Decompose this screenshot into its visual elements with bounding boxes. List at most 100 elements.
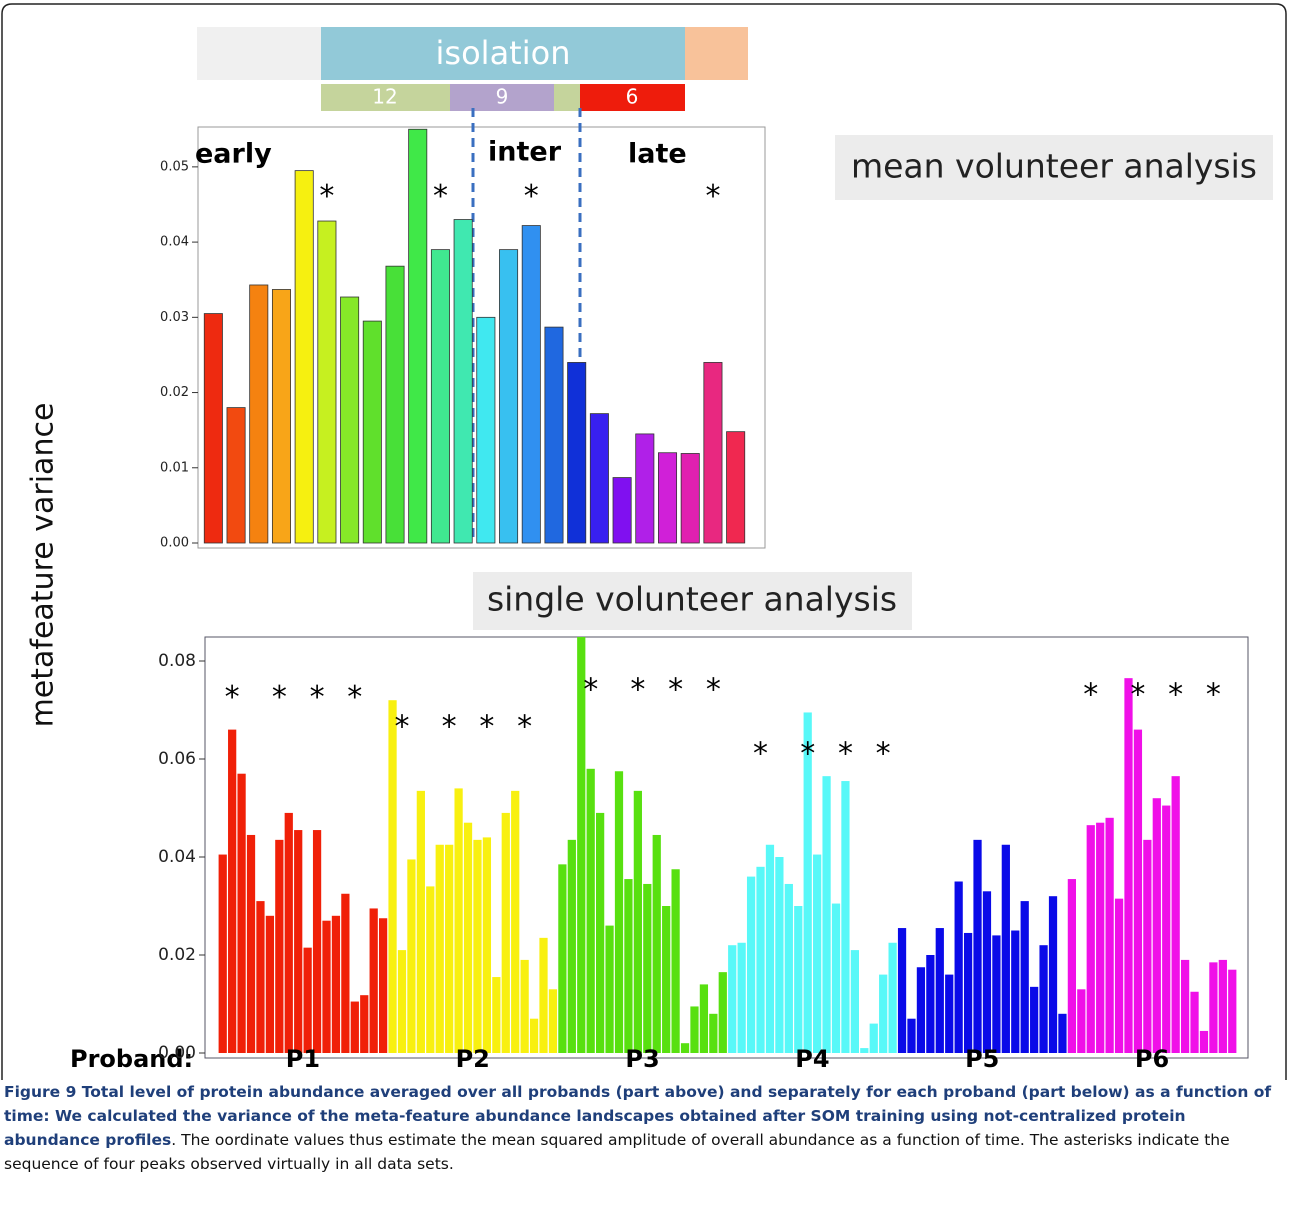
legend-label: P5 (965, 1045, 999, 1073)
bar (784, 883, 793, 1053)
bar (860, 1048, 869, 1053)
bar (388, 700, 397, 1053)
bar (775, 857, 784, 1053)
bar (935, 928, 944, 1053)
phase-annotation: inter (488, 137, 562, 168)
bar (916, 967, 926, 1053)
bar (879, 974, 888, 1053)
caption: Figure 9 Total level of protein abundanc… (4, 1080, 1282, 1176)
bar (963, 932, 973, 1053)
y-axis-label: metafeature variance (26, 403, 61, 728)
bar (907, 1018, 916, 1053)
bar (476, 316, 496, 544)
peak-asterisk: * (800, 736, 815, 771)
peak-asterisk: * (668, 673, 683, 708)
y-tick-label: 0.05 (160, 159, 189, 174)
bar (897, 928, 907, 1053)
bar (271, 289, 291, 544)
bar (499, 249, 519, 544)
timeline-label: isolation (436, 34, 571, 72)
bar (362, 320, 382, 544)
bar (1114, 898, 1124, 1053)
bar (1152, 798, 1161, 1053)
bar (453, 219, 473, 544)
bar (1096, 822, 1105, 1053)
bar (813, 854, 822, 1053)
bar (256, 901, 265, 1053)
peak-asterisk: * (838, 736, 853, 771)
bar (589, 413, 609, 544)
bar (249, 284, 269, 544)
bar (340, 296, 360, 544)
bar (831, 903, 841, 1053)
bar (385, 265, 405, 544)
bar (378, 918, 388, 1053)
bar (1209, 962, 1218, 1053)
peak-asterisk: * (394, 709, 409, 744)
bar (794, 906, 803, 1053)
bar (605, 925, 614, 1053)
y-tick-label: 0.06 (158, 749, 196, 769)
bar (1048, 896, 1058, 1053)
bar (501, 812, 510, 1053)
bar (521, 225, 541, 544)
timeline-post (685, 27, 748, 80)
timeline-isolation (321, 27, 685, 80)
caption-bold: Figure 9 Total level of protein abundanc… (4, 1083, 1272, 1149)
bar (284, 812, 293, 1053)
bar (482, 837, 492, 1053)
peak-asterisk: * (705, 179, 720, 214)
peak-asterisk: * (1168, 677, 1183, 712)
bar (869, 1023, 878, 1053)
bar (643, 883, 652, 1053)
bar (671, 869, 680, 1053)
bar (463, 822, 473, 1053)
y-tick-label: 0.02 (158, 945, 196, 965)
bar (397, 950, 407, 1053)
bar (1067, 879, 1077, 1053)
plot-frame (197, 126, 766, 549)
bar (1058, 1013, 1067, 1053)
bar (265, 915, 275, 1053)
legend-label: P6 (1135, 1045, 1169, 1073)
bar (728, 945, 737, 1053)
peak-asterisk: * (706, 673, 721, 708)
y-tick-label: 0.04 (160, 235, 189, 250)
bar (841, 781, 850, 1053)
bar (726, 431, 746, 544)
bar (237, 773, 246, 1053)
bar (1199, 1030, 1209, 1053)
peak-asterisk: * (583, 673, 598, 708)
peak-asterisk: * (479, 709, 494, 744)
phase-bar (580, 84, 685, 111)
bar (1039, 945, 1048, 1053)
bar (703, 362, 723, 544)
peak-asterisk: * (272, 680, 287, 715)
bar (416, 790, 425, 1053)
bar (539, 937, 548, 1053)
bar (407, 859, 416, 1053)
bar (737, 942, 746, 1053)
bar (303, 947, 312, 1053)
bar (294, 170, 314, 544)
bar (612, 477, 632, 544)
bar (511, 790, 520, 1053)
bar (596, 812, 605, 1053)
bar (246, 834, 256, 1053)
y-tick-label: 0.00 (158, 1043, 196, 1063)
bar (577, 637, 586, 1053)
bar (312, 830, 322, 1053)
peak-asterisk: * (442, 709, 457, 744)
bar (1228, 969, 1237, 1053)
bar (1011, 930, 1020, 1053)
bar (888, 942, 897, 1053)
chart-title: single volunteer analysis (487, 580, 897, 619)
bar (954, 881, 963, 1053)
bar (982, 891, 992, 1053)
bar (945, 974, 954, 1053)
bar (294, 830, 303, 1053)
bar (341, 893, 350, 1053)
timeline-pre (197, 27, 321, 80)
